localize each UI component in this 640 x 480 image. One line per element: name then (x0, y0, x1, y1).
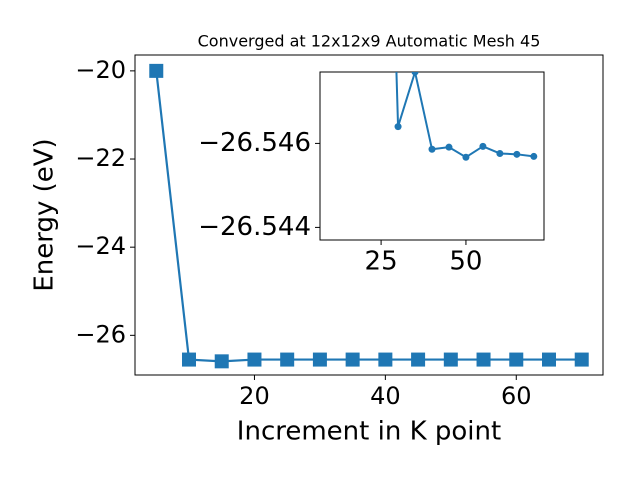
marker (479, 142, 487, 150)
y-tick-label: −26.546 (198, 128, 311, 158)
x-tick-label: 50 (449, 247, 482, 277)
plot-area (149, 63, 589, 369)
y-tick-label: −22 (75, 144, 126, 172)
y-tick-label: −26.544 (198, 212, 311, 242)
y-tick-label: −20 (75, 56, 126, 84)
plot-frame (319, 71, 545, 241)
marker (280, 352, 295, 367)
marker (394, 123, 402, 131)
marker (182, 352, 196, 367)
plot-area (394, 72, 538, 161)
x-axis-label: Increment in K point (237, 417, 501, 447)
marker (445, 143, 453, 151)
y-tick-label: −24 (75, 232, 126, 260)
x-tick-label: 60 (501, 382, 532, 410)
marker (509, 352, 524, 367)
x-tick-label: 25 (365, 247, 398, 277)
marker (443, 352, 458, 367)
marker (214, 354, 229, 369)
marker (411, 352, 426, 367)
x-tick-label: 40 (370, 382, 401, 410)
marker (476, 352, 491, 367)
marker (513, 150, 521, 158)
marker (542, 352, 556, 367)
marker (462, 153, 470, 161)
marker (496, 149, 504, 157)
chart-title: Converged at 12x12x9 Automatic Mesh 45 (198, 32, 541, 51)
marker (428, 145, 436, 153)
marker (378, 352, 393, 367)
marker (411, 72, 419, 76)
y-tick-label: −26 (75, 320, 126, 348)
x-tick-label: 20 (239, 382, 270, 410)
marker (574, 352, 589, 367)
y-axis-label: Energy (eV) (30, 138, 60, 291)
marker (312, 352, 327, 367)
marker (345, 352, 360, 367)
marker (149, 63, 164, 78)
marker (530, 152, 538, 160)
data-line (395, 72, 534, 159)
marker (247, 352, 262, 367)
